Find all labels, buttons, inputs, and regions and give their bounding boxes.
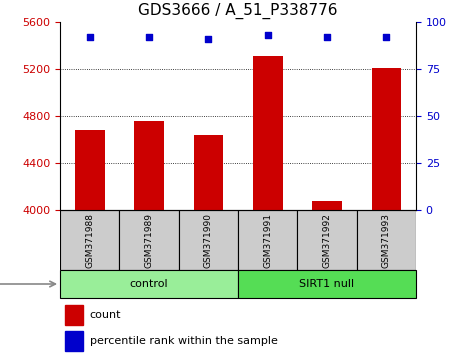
Point xyxy=(145,34,153,40)
Text: SIRT1 null: SIRT1 null xyxy=(300,279,355,289)
Bar xyxy=(238,210,297,270)
Text: GSM371988: GSM371988 xyxy=(85,213,94,268)
Bar xyxy=(60,210,119,270)
Bar xyxy=(65,331,83,351)
Point xyxy=(323,34,331,40)
Point xyxy=(264,32,272,38)
Bar xyxy=(372,68,401,210)
Bar xyxy=(238,270,416,298)
Bar xyxy=(312,201,342,210)
Bar xyxy=(179,210,238,270)
Bar xyxy=(297,210,357,270)
Bar xyxy=(253,56,283,210)
Bar xyxy=(194,135,223,210)
Text: GSM371992: GSM371992 xyxy=(323,213,331,268)
Point xyxy=(383,34,390,40)
Text: GSM371993: GSM371993 xyxy=(382,213,391,268)
Bar xyxy=(65,305,83,325)
Bar xyxy=(75,130,105,210)
Text: GSM371991: GSM371991 xyxy=(263,213,272,268)
Bar xyxy=(60,270,238,298)
Text: GSM371990: GSM371990 xyxy=(204,213,213,268)
Point xyxy=(205,36,212,42)
Bar xyxy=(357,210,416,270)
Text: count: count xyxy=(89,310,121,320)
Text: GSM371989: GSM371989 xyxy=(144,213,154,268)
Bar xyxy=(119,210,179,270)
Text: control: control xyxy=(130,279,168,289)
Point xyxy=(86,34,94,40)
Title: GDS3666 / A_51_P338776: GDS3666 / A_51_P338776 xyxy=(138,3,338,19)
Text: percentile rank within the sample: percentile rank within the sample xyxy=(89,336,278,346)
Bar xyxy=(134,121,164,210)
